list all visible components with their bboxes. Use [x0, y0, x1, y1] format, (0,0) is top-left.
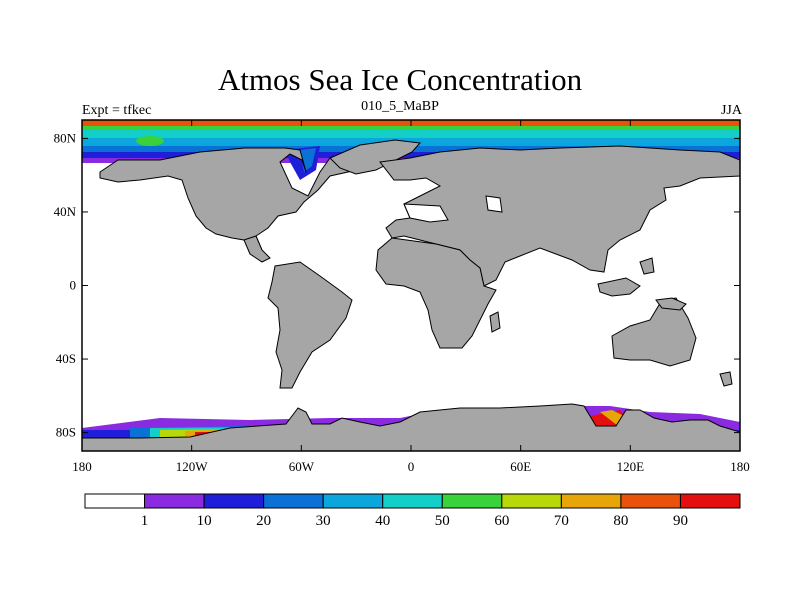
- experiment-label: Expt = tfkec: [82, 103, 152, 118]
- land-greenland: [329, 139, 422, 175]
- land-se-asia-islands: [597, 277, 641, 297]
- x-tick-label: 180: [72, 459, 92, 474]
- colorbar-box: [620, 493, 681, 509]
- y-tick-label: 80N: [54, 130, 77, 145]
- y-tick-label: 40S: [56, 351, 76, 366]
- colorbar-box: [84, 493, 146, 509]
- land-new-guinea: [655, 297, 687, 311]
- season-label: JJA: [720, 103, 742, 118]
- land-south-america: [267, 261, 353, 389]
- colorbar-label: 60: [494, 513, 509, 529]
- y-tick-label: 80S: [56, 425, 76, 440]
- colorbar: 1 10 20 30 40 50 60 70 80 90: [84, 493, 741, 529]
- x-axis: 180 120W 60W 0 60E 120E 180: [72, 120, 750, 474]
- colorbar-label: 10: [197, 513, 212, 529]
- land-japan: [639, 257, 655, 275]
- land-antarctica: [82, 403, 740, 451]
- colorbar-box: [501, 493, 562, 509]
- map-plot-area: [82, 120, 740, 451]
- land-madagascar: [489, 311, 501, 333]
- x-tick-label: 60W: [289, 459, 315, 474]
- x-tick-label: 180: [730, 459, 750, 474]
- colorbar-label: 1: [141, 513, 149, 529]
- land-eurasia: [379, 145, 740, 287]
- y-tick-label: 40N: [54, 204, 77, 219]
- period-label: 010_5_MaBP: [361, 99, 439, 114]
- colorbar-box: [560, 493, 622, 509]
- colorbar-box: [322, 493, 384, 509]
- land-australia: [611, 297, 697, 367]
- land-new-zealand: [719, 371, 733, 387]
- land-central-america: [243, 235, 271, 263]
- colorbar-label: 90: [673, 513, 688, 529]
- land-north-america: [99, 147, 386, 253]
- colorbar-label: 20: [256, 513, 271, 529]
- y-axis: 80N 40N 0 40S 80S: [54, 130, 740, 440]
- colorbar-box: [382, 493, 443, 509]
- x-tick-label: 60E: [510, 459, 531, 474]
- colorbar-label: 70: [554, 513, 569, 529]
- colorbar-label: 50: [435, 513, 450, 529]
- colorbar-box: [203, 493, 265, 509]
- colorbar-label: 80: [613, 513, 628, 529]
- land-masses: [82, 139, 740, 451]
- y-tick-label: 0: [70, 278, 77, 293]
- colorbar-label: 30: [316, 513, 331, 529]
- colorbar-box: [144, 493, 205, 509]
- x-tick-label: 120E: [617, 459, 645, 474]
- colorbar-label: 40: [375, 513, 390, 529]
- colorbar-box: [441, 493, 503, 509]
- colorbar-box: [263, 493, 324, 509]
- plot-title: Atmos Sea Ice Concentration: [217, 62, 583, 97]
- land-africa: [375, 237, 497, 349]
- colorbar-box: [679, 493, 741, 509]
- x-tick-label: 120W: [176, 459, 209, 474]
- x-tick-label: 0: [408, 459, 415, 474]
